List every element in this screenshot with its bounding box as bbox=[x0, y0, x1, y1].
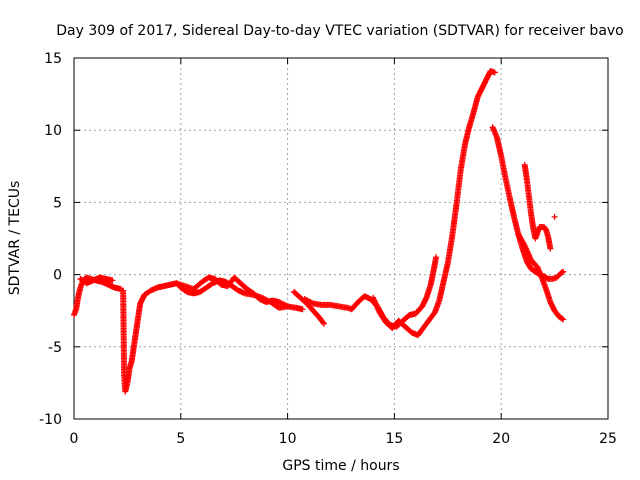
x-tick-label: 15 bbox=[385, 431, 403, 447]
y-tick-label: 15 bbox=[44, 51, 62, 67]
x-tick-label: 10 bbox=[279, 431, 297, 447]
series-track-b bbox=[77, 274, 116, 287]
data-point-run bbox=[316, 314, 327, 326]
y-axis-label: SDTVAR / TECUs bbox=[7, 181, 23, 296]
data-point-run bbox=[553, 271, 563, 281]
x-tick-label: 0 bbox=[70, 431, 79, 447]
data-point-run bbox=[555, 313, 566, 322]
data-point-run bbox=[521, 242, 534, 262]
data-point-run bbox=[528, 265, 538, 274]
data-point-run bbox=[370, 294, 382, 314]
data-point-run bbox=[487, 67, 497, 75]
data-point-run bbox=[83, 274, 93, 282]
axis-ticks bbox=[73, 57, 609, 420]
data-point-run bbox=[549, 274, 559, 282]
y-tick-label: -10 bbox=[39, 412, 62, 428]
data-point-run bbox=[498, 153, 509, 180]
data-point-run bbox=[457, 143, 468, 174]
data-point-run bbox=[244, 286, 256, 296]
data-point-run bbox=[301, 296, 315, 306]
data-point-marker bbox=[491, 69, 498, 76]
data-point-run bbox=[197, 285, 209, 295]
data-point-run bbox=[229, 283, 241, 293]
data-point-run bbox=[440, 261, 451, 285]
data-point-marker bbox=[547, 245, 554, 252]
data-point-marker bbox=[320, 320, 327, 327]
plot-frame bbox=[73, 57, 609, 420]
data-point-run bbox=[511, 213, 521, 236]
data-point-marker bbox=[551, 213, 558, 220]
data-point-run bbox=[211, 275, 224, 287]
data-point-run bbox=[461, 125, 472, 148]
data-point-run bbox=[250, 290, 262, 302]
y-tick-label: 0 bbox=[53, 268, 62, 284]
y-tick-labels: -10 -5 0 5 10 15 bbox=[39, 51, 62, 428]
y-tick-label: 5 bbox=[53, 195, 62, 211]
data-point-run bbox=[203, 281, 215, 291]
series-outlier bbox=[551, 213, 558, 220]
x-axis-label: GPS time / hours bbox=[282, 458, 399, 474]
data-point-run bbox=[466, 111, 477, 131]
data-point-run bbox=[120, 287, 128, 378]
data-point-run bbox=[402, 323, 414, 335]
data-point-marker bbox=[560, 316, 567, 323]
data-point-run bbox=[528, 257, 540, 270]
data-point-marker bbox=[299, 306, 306, 313]
data-point-run bbox=[502, 174, 513, 200]
data-point-run bbox=[310, 307, 322, 320]
data-point-run bbox=[540, 223, 549, 232]
series-track-j bbox=[515, 231, 567, 323]
data-point-run bbox=[525, 193, 534, 216]
data-point-run bbox=[558, 269, 566, 277]
series-track-g bbox=[370, 67, 498, 339]
data-point-run bbox=[523, 258, 534, 271]
data-point-marker bbox=[560, 268, 567, 275]
data-point-run bbox=[470, 95, 481, 116]
data-point-run bbox=[425, 310, 438, 324]
data-point-run bbox=[414, 327, 425, 339]
data-point-run bbox=[348, 300, 361, 313]
data-point-run bbox=[436, 280, 447, 304]
data-point-run bbox=[449, 203, 460, 241]
y-tick-label: -5 bbox=[48, 340, 62, 356]
x-tick-label: 25 bbox=[599, 431, 617, 447]
data-point-run bbox=[444, 235, 455, 267]
data-point-run bbox=[237, 280, 249, 292]
data-point-run bbox=[344, 304, 354, 312]
series-track-d bbox=[173, 274, 291, 310]
data-point-marker bbox=[109, 277, 116, 284]
data-point-run bbox=[515, 231, 527, 248]
data-point-run bbox=[276, 299, 290, 309]
data-point-run bbox=[376, 309, 389, 324]
x-tick-labels: 0 5 10 15 20 25 bbox=[70, 431, 617, 447]
data-point-run bbox=[303, 300, 316, 313]
chart-title: Day 309 of 2017, Sidereal Day-to-day VTE… bbox=[56, 23, 624, 39]
data-point-run bbox=[506, 195, 517, 219]
data-point-marker bbox=[284, 303, 291, 310]
data-point-run bbox=[395, 317, 408, 329]
series-track-i bbox=[521, 161, 554, 252]
series-track-h bbox=[489, 124, 567, 282]
data-point-run bbox=[419, 319, 431, 333]
data-point-run bbox=[231, 274, 243, 286]
data-point-run bbox=[141, 288, 153, 298]
data-point-run bbox=[412, 304, 425, 317]
x-tick-label: 5 bbox=[176, 431, 185, 447]
data-point-run bbox=[493, 134, 504, 158]
data-point-run bbox=[453, 169, 464, 209]
data-marks bbox=[71, 67, 567, 395]
data-point-run bbox=[399, 312, 412, 324]
data-point-marker bbox=[433, 254, 440, 261]
grid bbox=[74, 58, 608, 419]
x-tick-label: 20 bbox=[492, 431, 510, 447]
data-point-run bbox=[291, 288, 303, 300]
data-point-run bbox=[190, 279, 204, 293]
data-point-run bbox=[551, 307, 562, 319]
data-point-run bbox=[523, 176, 532, 199]
y-tick-label: 10 bbox=[44, 123, 62, 139]
